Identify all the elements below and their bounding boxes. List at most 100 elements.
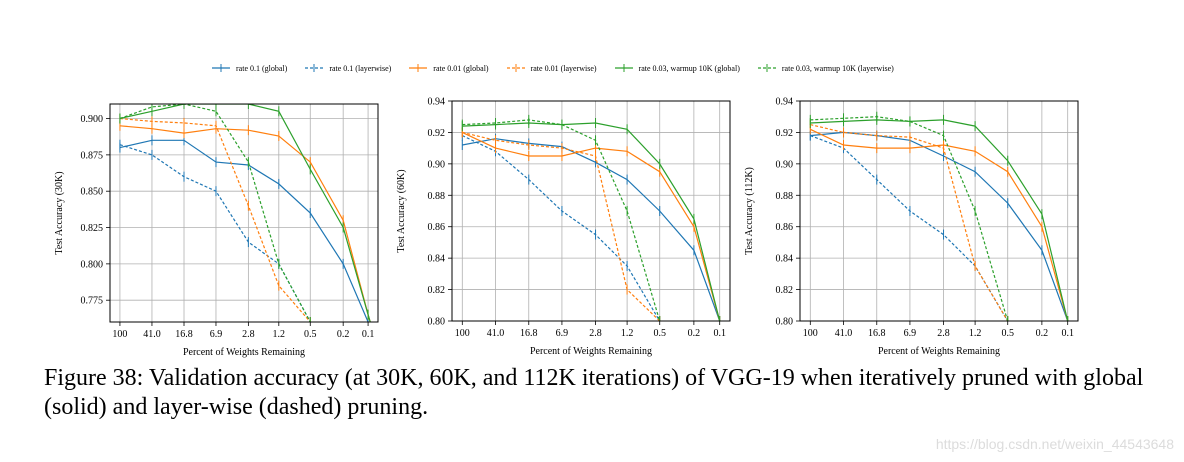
x-tick-label: 1.2	[969, 328, 982, 339]
x-axis-label: Percent of Weights Remaining	[530, 346, 652, 357]
series-line	[810, 119, 1069, 321]
x-tick-label: 16.8	[868, 328, 886, 339]
y-tick-label: 0.86	[428, 222, 446, 233]
y-tick-label: 0.84	[428, 254, 446, 265]
x-tick-label: 41.0	[143, 329, 161, 340]
x-tick-label: 100	[803, 328, 818, 339]
legend-entry: rate 0.1 (layerwise)	[305, 63, 391, 73]
series-group	[809, 111, 1069, 321]
x-tick-label: 0.1	[362, 329, 375, 340]
legend-label: rate 0.01 (layerwise)	[530, 63, 597, 73]
series-line	[462, 138, 721, 321]
axes-frame	[109, 103, 379, 323]
legend-swatch	[757, 64, 776, 72]
y-tick-label: 0.86	[776, 222, 794, 233]
legend-swatch	[305, 64, 324, 72]
figure-caption: Figure 38: Validation accuracy (at 30K, …	[44, 365, 1144, 420]
legend-entry: rate 0.03, warmup 10K (layerwise)	[757, 63, 894, 73]
legend-label: rate 0.1 (layerwise)	[329, 63, 392, 73]
y-tick-label: 0.82	[776, 285, 794, 296]
legend-label: rate 0.01 (global)	[433, 63, 489, 73]
y-tick-label: 0.84	[776, 254, 794, 265]
series-line	[119, 125, 371, 322]
y-tick-label: 0.94	[776, 97, 794, 108]
series-line	[119, 139, 369, 322]
x-tick-label: 0.5	[653, 328, 666, 339]
y-tick-label: 0.94	[428, 97, 446, 108]
x-tick-label: 16.8	[520, 328, 538, 339]
x-tick-label: 41.0	[487, 328, 505, 339]
y-tick-label: 0.80	[428, 317, 446, 328]
x-tick-label: 0.2	[1036, 328, 1049, 339]
y-tick-label: 0.90	[428, 159, 446, 170]
legend-entry: rate 0.03, warmup 10K (global)	[614, 63, 740, 73]
legend-entry: rate 0.01 (layerwise)	[506, 63, 597, 73]
watermark: https://blog.csdn.net/weixin_44543648	[935, 436, 1174, 452]
y-axis-label: Test Accuracy (60K)	[396, 169, 407, 252]
x-tick-label: 6.9	[210, 329, 223, 340]
x-axis-label: Percent of Weights Remaining	[183, 347, 305, 358]
chart-panel: 100 41.0 16.8 6.9 2.8 1.2 0.5 0.2 0.1 0.80 0.82 0.8…	[744, 97, 1079, 357]
series-line	[810, 124, 1009, 321]
x-tick-label: 100	[455, 328, 470, 339]
axes-frame	[451, 100, 731, 322]
y-tick-label: 0.82	[428, 285, 446, 296]
series-line	[119, 117, 311, 322]
x-tick-label: 0.2	[688, 328, 701, 339]
x-tick-label: 0.5	[304, 329, 317, 340]
x-tick-label: 2.8	[242, 329, 255, 340]
y-tick-label: 0.88	[776, 191, 794, 202]
x-tick-label: 1.2	[273, 329, 286, 340]
y-tick-label: 0.875	[81, 150, 104, 161]
x-tick-label: 2.8	[937, 328, 950, 339]
x-tick-label: 0.1	[713, 328, 726, 339]
series-group	[119, 104, 371, 322]
series-line	[810, 116, 1009, 321]
x-tick-label: 41.0	[835, 328, 853, 339]
series-line	[119, 144, 311, 322]
y-tick-label: 0.80	[776, 317, 794, 328]
chart-panel: 100 41.0 16.8 6.9 2.8 1.2 0.5 0.2 0.1 0.80 0.82 0.8…	[396, 97, 731, 357]
y-tick-label: 0.775	[81, 296, 104, 307]
y-tick-label: 0.88	[428, 191, 446, 202]
series-line	[810, 128, 1069, 321]
axes-frame	[799, 100, 1079, 322]
legend-swatch	[506, 64, 525, 72]
legend-label: rate 0.03, warmup 10K (layerwise)	[781, 63, 894, 73]
legend-swatch	[212, 64, 230, 72]
y-tick-label: 0.92	[428, 128, 446, 139]
legend-entry: rate 0.01 (global)	[409, 63, 489, 73]
legend: rate 0.1 (global) rate 0.1 (layerwise) rat…	[212, 60, 912, 76]
x-axis-label: Percent of Weights Remaining	[878, 346, 1000, 357]
y-tick-label: 0.900	[81, 114, 104, 125]
x-tick-label: 0.1	[1061, 328, 1074, 339]
x-tick-label: 6.9	[904, 328, 917, 339]
y-tick-label: 0.825	[81, 223, 104, 234]
series-line	[462, 122, 721, 321]
legend-entry: rate 0.1 (global)	[212, 63, 287, 73]
x-tick-label: 2.8	[589, 328, 602, 339]
legend-swatch	[614, 64, 633, 72]
series-line	[462, 119, 661, 321]
series-group	[461, 114, 721, 321]
legend-label: rate 0.03, warmup 10K (global)	[638, 63, 740, 73]
y-axis-label: Test Accuracy (30K)	[54, 171, 65, 254]
series-line	[119, 104, 371, 322]
legend-label: rate 0.1 (global)	[236, 63, 288, 73]
chart-panel: 100 41.0 16.8 6.9 2.8 1.2 0.5 0.2 0.1 0.775 0.800 0…	[54, 103, 379, 358]
series-line	[462, 135, 661, 321]
x-tick-label: 0.2	[337, 329, 350, 340]
x-tick-label: 16.8	[175, 329, 193, 340]
y-tick-label: 0.90	[776, 159, 794, 170]
y-axis-label: Test Accuracy (112K)	[744, 167, 755, 255]
y-tick-label: 0.92	[776, 128, 794, 139]
series-line	[462, 131, 661, 321]
series-line	[810, 135, 1009, 321]
series-line	[462, 131, 721, 321]
x-tick-label: 0.5	[1001, 328, 1014, 339]
x-tick-label: 6.9	[556, 328, 569, 339]
series-line	[119, 104, 311, 322]
legend-swatch	[409, 64, 428, 72]
x-tick-label: 1.2	[621, 328, 634, 339]
